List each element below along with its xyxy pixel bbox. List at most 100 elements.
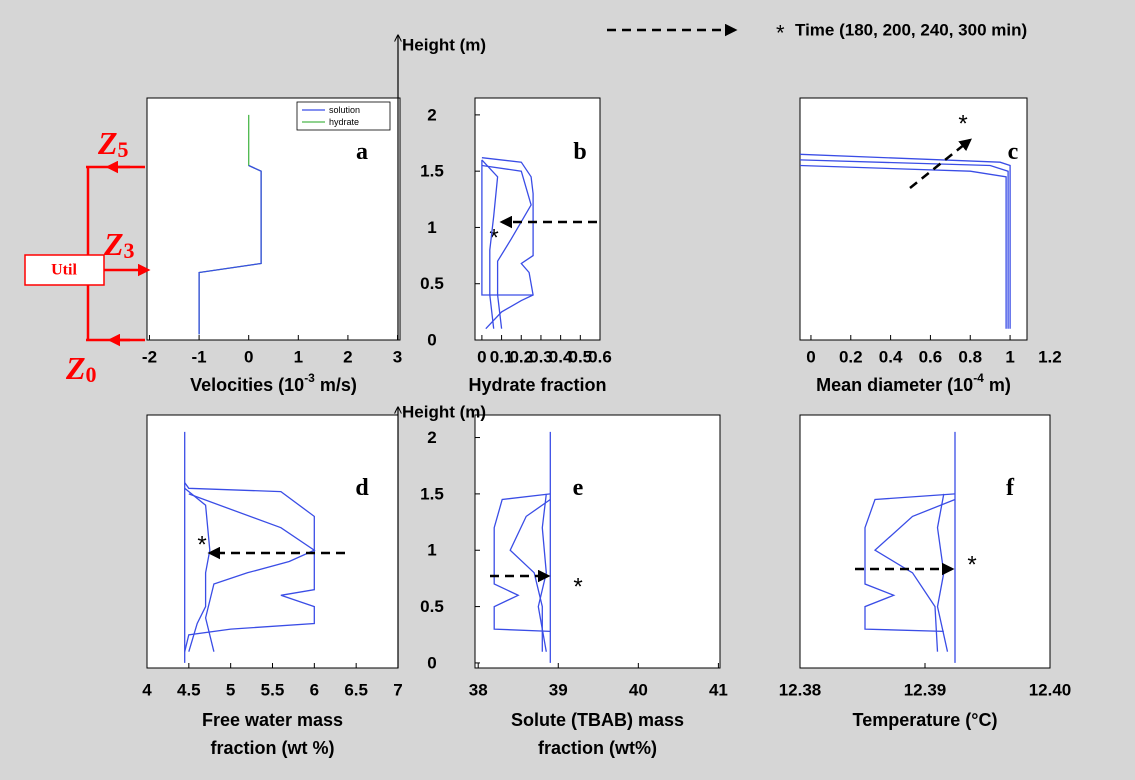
profile-line [188, 493, 316, 652]
panel-label: c [1008, 139, 1019, 165]
profile-line [493, 493, 551, 633]
x-tick-label: 0.2 [509, 348, 533, 367]
annotation: * [967, 552, 976, 579]
panel-label: e [573, 475, 584, 501]
profile-line [481, 159, 534, 296]
x-axis-title-text: Mean diameter (10 [816, 375, 973, 395]
x-axis-title-sup: -3 [304, 371, 315, 385]
zone-label: Z5 [97, 125, 129, 162]
x-tick-label: 0.6 [588, 348, 612, 367]
x-axis-title-sup: -4 [973, 371, 984, 385]
profile-line [481, 157, 534, 330]
y-tick-label: 0 [427, 653, 436, 672]
zone-index: 3 [124, 238, 135, 263]
profile-line [509, 498, 551, 652]
panel [146, 97, 401, 341]
legend-label: hydrate [329, 117, 359, 127]
x-tick-label: 12.39 [904, 681, 947, 700]
x-tick-label: 0.2 [839, 348, 863, 367]
y-tick-label: 2 [427, 105, 436, 124]
x-tick-label: -1 [192, 348, 207, 367]
x-axis-title: fraction (wt %) [211, 738, 335, 758]
x-tick-label: 0.6 [919, 348, 943, 367]
x-axis-title: Hydrate fraction [468, 375, 606, 395]
x-axis-title: Temperature (°C) [853, 710, 998, 730]
x-tick-label: 5 [226, 681, 235, 700]
x-tick-label: 5.5 [261, 681, 285, 700]
zone-letter: Z [103, 226, 124, 262]
profile-line [799, 153, 1011, 329]
x-tick-label: 1 [294, 348, 303, 367]
x-tick-label: 7 [393, 681, 402, 700]
y-tick-label: 1 [427, 218, 436, 237]
panel-label: b [573, 139, 586, 165]
x-axis-title: Solute (TBAB) mass [511, 710, 684, 730]
x-axis-title: Mean diameter (10-4 m) [816, 371, 1011, 395]
x-tick-label: 0 [244, 348, 253, 367]
legend-label: solution [329, 105, 360, 115]
x-tick-label: 3 [393, 348, 402, 367]
y-tick-label: 0.5 [420, 274, 444, 293]
y-tick-label: 2 [427, 428, 436, 447]
x-tick-label: 41 [709, 681, 728, 700]
x-tick-label: 12.38 [779, 681, 822, 700]
x-tick-label: 39 [549, 681, 568, 700]
profile-line [873, 498, 956, 652]
zone-label: Z0 [65, 350, 97, 387]
util-label: Util [51, 262, 77, 279]
time-marker: * [776, 21, 785, 46]
panel-label: f [1006, 475, 1015, 501]
x-tick-label: 0 [477, 348, 486, 367]
panel [799, 97, 1028, 341]
x-tick-label: -2 [142, 348, 157, 367]
x-tick-label: 0.3 [529, 348, 553, 367]
profile-line [481, 159, 499, 329]
x-tick-label: 0.5 [568, 348, 592, 367]
x-tick-label: 0.4 [879, 348, 903, 367]
x-tick-label: 12.40 [1029, 681, 1072, 700]
zone-letter: Z [65, 350, 86, 386]
x-tick-label: 4 [142, 681, 152, 700]
y-axis-title: Height (m) [402, 403, 486, 422]
x-tick-label: 6.5 [344, 681, 368, 700]
y-axis-title: Height (m) [402, 36, 486, 55]
panel [799, 414, 1051, 669]
panels: a -2 -1 0 1 2 3 Velocities (10-3 m/s) solution hy… [142, 36, 1071, 759]
zone-label: Z3 [103, 226, 135, 263]
x-axis-title-tail: m/s) [315, 375, 357, 395]
y-tick-label: 0.5 [420, 597, 444, 616]
x-tick-label: 1 [1005, 348, 1014, 367]
y-tick-label: 1.5 [420, 484, 444, 503]
x-axis-title: Velocities (10-3 m/s) [190, 371, 357, 395]
annotation: * [958, 111, 967, 138]
x-tick-label: 0.1 [490, 348, 514, 367]
annotation: * [197, 532, 206, 559]
panel-label: d [355, 475, 369, 501]
profile-line [799, 159, 1009, 329]
y-tick-label: 1.5 [420, 162, 444, 181]
x-tick-label: 2 [343, 348, 352, 367]
x-tick-label: 0 [806, 348, 815, 367]
profile-line [799, 164, 1007, 329]
panel [474, 414, 721, 669]
profile-line [184, 482, 315, 652]
x-tick-label: 4.5 [177, 681, 201, 700]
x-tick-label: 38 [469, 681, 488, 700]
x-tick-label: 1.2 [1038, 348, 1062, 367]
x-tick-label: 0.4 [549, 348, 573, 367]
annotation: * [573, 574, 582, 601]
x-axis-title-tail: m) [984, 375, 1011, 395]
zone-index: 0 [86, 362, 97, 387]
legend-box [296, 101, 391, 131]
profile-line [184, 487, 211, 652]
profile-line [864, 493, 956, 633]
util-box [24, 254, 105, 286]
y-tick-label: 1 [427, 541, 436, 560]
panel [474, 97, 601, 341]
reactor-diagram: Util Z5 Z3 Z0 [24, 125, 151, 387]
x-tick-label: 0.8 [958, 348, 982, 367]
annotation: * [489, 225, 498, 252]
profile-line [198, 164, 262, 335]
x-tick-label: 40 [629, 681, 648, 700]
